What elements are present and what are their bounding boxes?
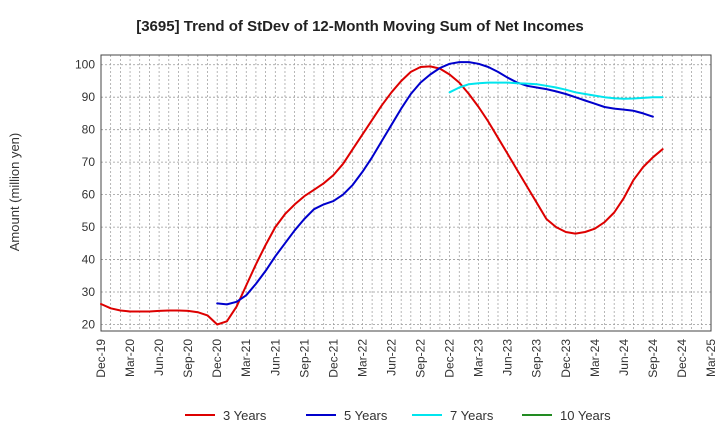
x-tick-label: Dec-21 (326, 339, 340, 378)
x-tick-label: Dec-20 (210, 339, 224, 378)
x-tick-label: Mar-23 (472, 339, 486, 377)
x-tick-label: Sep-22 (414, 339, 428, 378)
legend-label-10-years: 10 Years (560, 408, 611, 423)
y-tick-label: 30 (82, 285, 96, 299)
x-tick-label: Sep-21 (297, 339, 311, 378)
x-tick-label: Sep-20 (181, 339, 195, 378)
y-tick-label: 60 (82, 188, 96, 202)
x-tick-label: Jun-24 (617, 339, 631, 376)
x-tick-label: Jun-20 (152, 339, 166, 376)
x-tick-label: Mar-22 (355, 339, 369, 377)
series-line-7-years (448, 81, 664, 100)
x-tick-label: Dec-22 (443, 339, 457, 378)
legend-label-5-years: 5 Years (344, 408, 388, 423)
x-tick-label: Mar-25 (704, 339, 718, 377)
x-tick-label: Mar-21 (239, 339, 253, 377)
series-lines (100, 61, 664, 326)
chart-title: [3695] Trend of StDev of 12-Month Moving… (136, 18, 584, 35)
y-ticks: 20 30 40 50 60 70 80 90 100 (75, 58, 95, 332)
x-tick-label: Sep-23 (530, 339, 544, 378)
y-tick-label: 70 (82, 155, 96, 169)
x-tick-label: Jun-21 (268, 339, 282, 376)
y-tick-label: 90 (82, 90, 96, 104)
x-tick-label: Jun-23 (501, 339, 515, 376)
legend-label-7-years: 7 Years (450, 408, 494, 423)
y-axis-label: Amount (million yen) (7, 133, 22, 252)
y-tick-label: 100 (75, 58, 95, 72)
legend: 3 Years 5 Years 7 Years 10 Years (185, 408, 611, 423)
x-tick-label: Sep-24 (646, 339, 660, 378)
x-tick-label: Dec-24 (675, 339, 689, 378)
grid (100, 55, 712, 331)
y-tick-label: 40 (82, 253, 96, 267)
plot-frame (100, 54, 712, 332)
x-tick-label: Mar-20 (123, 339, 137, 377)
x-tick-label: Mar-24 (588, 339, 602, 377)
series-line-5-years (216, 61, 654, 306)
y-tick-label: 50 (82, 220, 96, 234)
legend-label-3-years: 3 Years (223, 408, 267, 423)
y-tick-label: 80 (82, 123, 96, 137)
x-tick-label: Jun-22 (384, 339, 398, 376)
x-tick-label: Dec-19 (94, 339, 108, 378)
x-tick-label: Dec-23 (559, 339, 573, 378)
y-tick-label: 20 (82, 318, 96, 332)
x-ticks: Dec-19 Mar-20 Jun-20 Sep-20 Dec-20 Mar-21 Jun-… (94, 339, 718, 378)
series-line-3-years (100, 65, 664, 326)
